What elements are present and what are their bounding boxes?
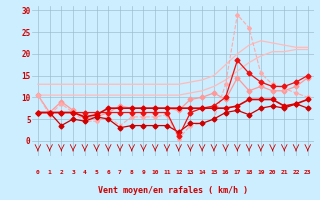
X-axis label: Vent moyen/en rafales ( km/h ): Vent moyen/en rafales ( km/h ): [98, 186, 248, 195]
